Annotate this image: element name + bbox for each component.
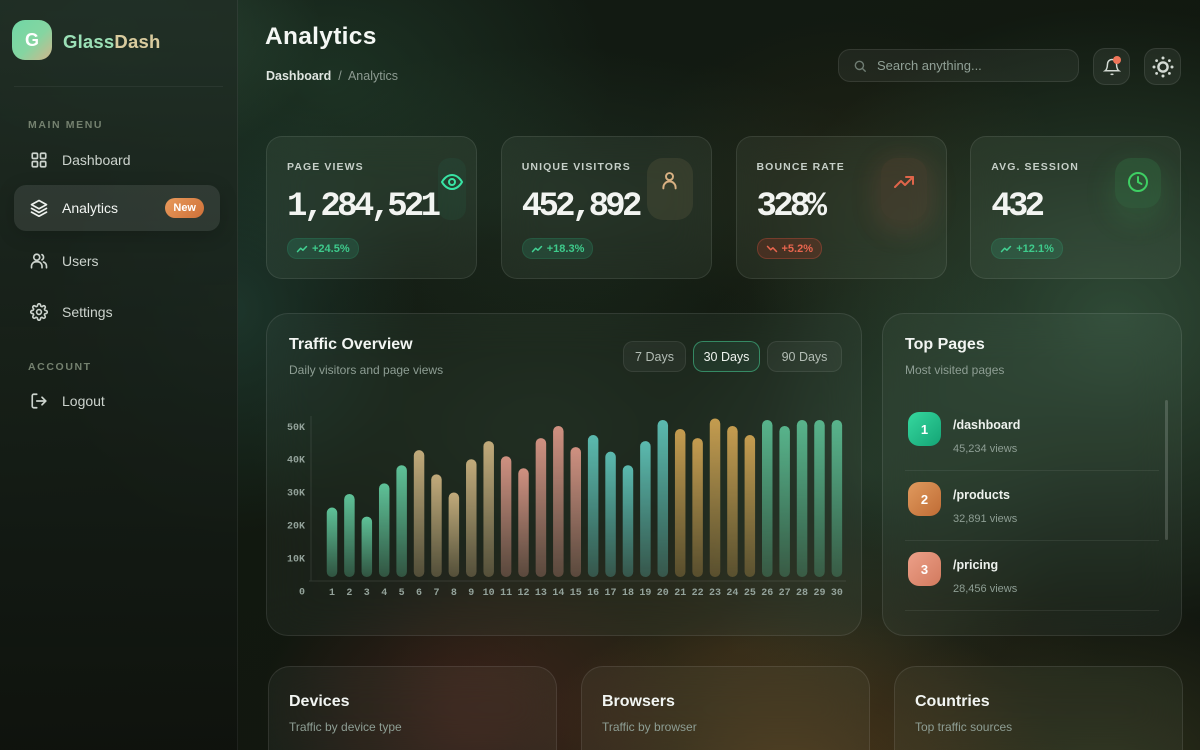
svg-text:28: 28 (796, 588, 808, 599)
svg-text:10: 10 (483, 588, 495, 599)
svg-text:29: 29 (813, 588, 825, 599)
svg-text:10K: 10K (287, 554, 305, 565)
svg-text:40K: 40K (287, 456, 305, 467)
svg-text:11: 11 (500, 588, 512, 599)
svg-text:7: 7 (433, 588, 439, 599)
svg-text:16: 16 (587, 588, 599, 599)
svg-text:24: 24 (726, 588, 738, 599)
svg-text:21: 21 (674, 588, 686, 599)
svg-text:19: 19 (639, 588, 651, 599)
svg-text:14: 14 (552, 588, 564, 599)
svg-text:20K: 20K (287, 522, 305, 533)
svg-text:20: 20 (657, 588, 669, 599)
svg-text:4: 4 (381, 588, 387, 599)
svg-text:5: 5 (399, 588, 405, 599)
svg-text:50K: 50K (287, 423, 305, 434)
svg-text:12: 12 (518, 588, 530, 599)
svg-text:27: 27 (779, 588, 791, 599)
svg-text:8: 8 (451, 588, 457, 599)
svg-text:6: 6 (416, 588, 422, 599)
svg-text:2: 2 (346, 588, 352, 599)
svg-text:3: 3 (364, 588, 370, 599)
svg-text:0: 0 (299, 587, 305, 598)
svg-text:9: 9 (468, 588, 474, 599)
svg-text:23: 23 (709, 588, 721, 599)
svg-text:18: 18 (622, 588, 634, 599)
svg-text:15: 15 (570, 588, 582, 599)
svg-text:30K: 30K (287, 489, 305, 500)
svg-text:25: 25 (744, 588, 756, 599)
svg-text:17: 17 (605, 588, 617, 599)
svg-text:1: 1 (329, 588, 335, 599)
svg-text:26: 26 (761, 588, 773, 599)
svg-text:30: 30 (831, 588, 843, 599)
svg-text:13: 13 (535, 588, 547, 599)
svg-text:22: 22 (692, 588, 704, 599)
